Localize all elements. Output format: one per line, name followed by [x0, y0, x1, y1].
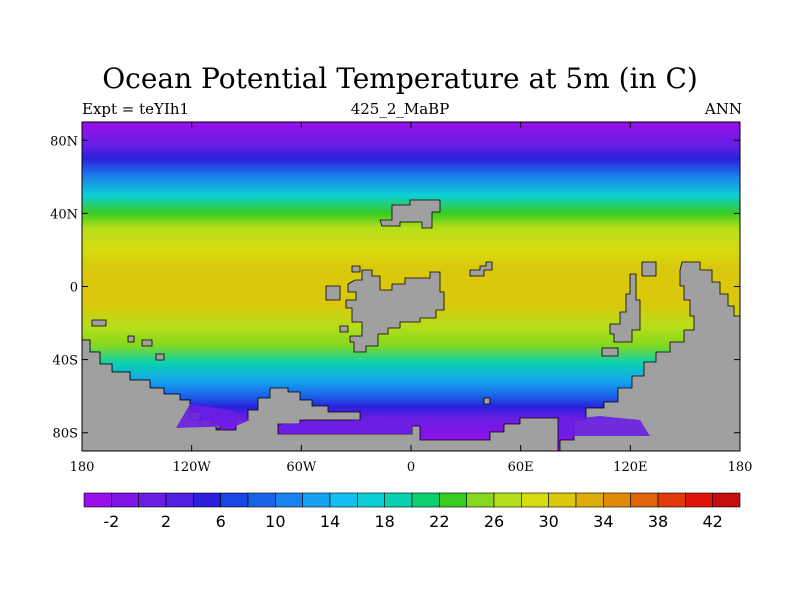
land-north-continent	[379, 199, 441, 229]
x-tick-label: 60E	[508, 460, 534, 475]
colorbar-swatch	[111, 492, 139, 508]
experiment-label: Expt = teYIh1	[82, 100, 190, 118]
land-island	[91, 319, 107, 327]
colorbar-swatch	[439, 492, 467, 508]
land-island	[155, 353, 165, 361]
land-island	[469, 261, 493, 277]
period-label: 425_2_MaBP	[350, 100, 450, 118]
land-island	[483, 397, 491, 405]
x-tick-label: 120W	[173, 460, 212, 475]
cold-patch	[280, 420, 412, 434]
land-central-continent	[345, 269, 445, 353]
colorbar-swatch	[521, 492, 549, 508]
colorbar-label: 2	[161, 512, 171, 531]
colorbar-swatch	[685, 492, 713, 508]
land-island	[339, 325, 349, 333]
land-island	[127, 335, 135, 343]
land-mask	[82, 199, 740, 451]
colorbar-swatch	[138, 492, 167, 508]
y-tick-label: 0	[70, 281, 78, 296]
colorbar-label: 22	[429, 512, 449, 531]
colorbar-swatch	[357, 492, 385, 508]
y-tick-label: 40N	[50, 207, 78, 222]
colorbar-swatch	[220, 492, 249, 508]
land-island	[351, 265, 361, 273]
colorbar-swatch	[302, 492, 331, 508]
colorbar-swatch	[384, 492, 413, 508]
colorbar-swatch	[630, 492, 659, 508]
season-label: ANN	[704, 100, 742, 118]
colorbar-swatch	[83, 492, 112, 508]
colorbar-swatch	[329, 492, 358, 508]
colorbar-swatch	[603, 492, 631, 508]
colorbar-swatch	[575, 492, 604, 508]
plot-area	[82, 122, 740, 451]
colorbar-label: -2	[103, 512, 119, 531]
cold-patch	[176, 404, 250, 428]
colorbar-label: 42	[702, 512, 722, 531]
colorbar-label: 30	[538, 512, 558, 531]
colorbar-label: 34	[593, 512, 613, 531]
x-tick-label: 180	[70, 460, 95, 475]
land-island	[141, 339, 153, 347]
colorbar-swatch	[466, 492, 495, 508]
colorbar-swatch	[411, 492, 440, 508]
y-axis: 80N 40N 0 40S 80S	[50, 134, 740, 442]
x-tick-label: 0	[407, 460, 415, 475]
colorbar-label: 38	[648, 512, 668, 531]
y-tick-label: 80N	[50, 134, 78, 149]
colorbar-swatch	[165, 492, 194, 508]
land-west-continent-base	[82, 339, 559, 451]
x-tick-label: 120E	[613, 460, 647, 475]
colorbar-swatch	[657, 492, 686, 508]
colorbar-label: 14	[320, 512, 340, 531]
land-island	[601, 347, 619, 357]
colorbar-swatch	[247, 492, 276, 508]
colorbar-swatch	[275, 492, 303, 508]
x-tick-label: 180	[728, 460, 753, 475]
x-tick-label: 60W	[286, 460, 317, 475]
colorbar-swatch	[193, 492, 221, 508]
colorbar-label: 10	[265, 512, 285, 531]
colorbar-swatch	[493, 492, 522, 508]
land-east-strip	[609, 273, 641, 343]
land-east-continent	[559, 261, 740, 451]
colorbar-swatch	[548, 492, 577, 508]
colorbar-swatch	[712, 492, 741, 508]
chart-title: Ocean Potential Temperature at 5m (in C)	[102, 62, 698, 95]
cold-patch	[560, 416, 650, 436]
land-island	[641, 261, 657, 277]
land-island	[325, 285, 341, 301]
x-axis: 180 120W 60W 0 60E 120E 180	[70, 122, 753, 475]
y-tick-label: 80S	[53, 427, 78, 442]
colorbar-label: 18	[374, 512, 394, 531]
colorbar-label: 6	[216, 512, 226, 531]
colorbar: -2 2 6 10 14 18 22 26 30 34 38 42	[83, 492, 741, 531]
y-tick-label: 40S	[53, 354, 78, 369]
colorbar-label: 26	[484, 512, 504, 531]
